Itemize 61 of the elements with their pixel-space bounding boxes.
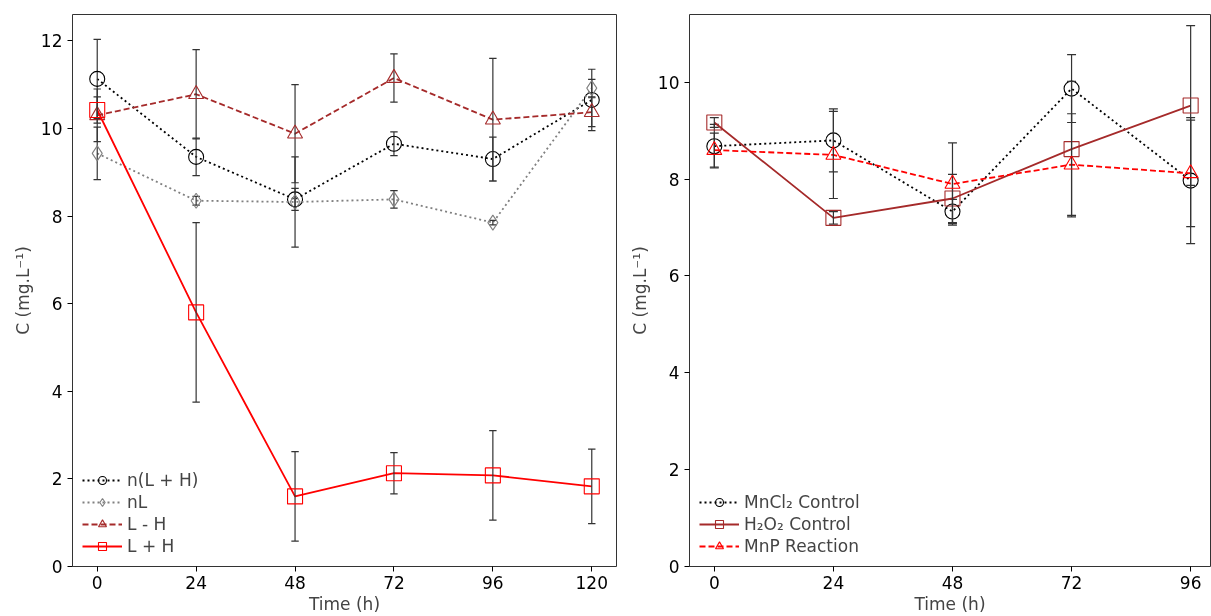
point (484, 151, 501, 168)
point (944, 190, 961, 207)
y-axis-title: C (mg.L⁻¹) (12, 246, 33, 335)
y-tick-label: 12 (40, 31, 63, 52)
point (1182, 172, 1199, 189)
y-tick-label: 2 (51, 469, 63, 490)
point (188, 148, 205, 165)
y-axis-title: C (mg.L⁻¹) (629, 246, 650, 335)
legend-label: H₂O₂ Control (744, 514, 851, 534)
point (287, 488, 304, 505)
point (583, 478, 600, 495)
point (484, 110, 501, 125)
x-axis-title: Time (h) (913, 593, 986, 614)
point (1182, 164, 1199, 179)
point (89, 106, 106, 121)
point (89, 101, 106, 119)
point (825, 132, 842, 149)
x-tick-label: 0 (91, 572, 103, 593)
x-tick-label: 96 (1179, 572, 1202, 593)
point (1182, 97, 1199, 114)
x-tick-label: 48 (284, 572, 306, 593)
point (385, 68, 402, 83)
point (385, 465, 402, 482)
x-tick-label: 120 (575, 572, 608, 593)
y-tick-label: 4 (51, 381, 63, 402)
legend-label: nL (127, 492, 148, 512)
point (91, 145, 103, 162)
legend-label: L - H (127, 514, 167, 534)
x-tick-label: 24 (185, 572, 207, 593)
x-tick-label: 72 (383, 572, 405, 593)
y-tick-label: 10 (657, 72, 680, 93)
y-tick-label: 6 (51, 294, 63, 315)
y-tick-label: 2 (668, 460, 680, 481)
x-tick-label: 0 (708, 572, 720, 593)
y-tick-label: 8 (51, 206, 63, 227)
y-tick-label: 0 (51, 557, 63, 577)
point (1063, 141, 1080, 158)
point (1063, 155, 1080, 170)
legend-label: L + H (127, 536, 175, 556)
legend-label: n(L + H) (127, 470, 199, 490)
y-tick-label: 6 (668, 266, 680, 287)
y-tick-label: 4 (668, 363, 680, 384)
point (1063, 80, 1080, 97)
x-tick-label: 48 (941, 572, 964, 593)
legend-label: MnCl₂ Control (744, 492, 860, 512)
x-axis-title: Time (h) (307, 593, 381, 614)
point (583, 91, 600, 108)
x-tick-label: 96 (482, 572, 504, 593)
legend-label: MnP Reaction (744, 536, 859, 556)
y-tick-label: 8 (668, 169, 680, 190)
x-tick-label: 72 (1060, 572, 1083, 593)
point (487, 214, 499, 231)
point (188, 304, 205, 321)
point (188, 85, 205, 100)
x-tick-label: 24 (822, 572, 845, 593)
y-tick-label: 10 (40, 118, 63, 139)
point (287, 124, 304, 139)
point (583, 102, 600, 118)
point (484, 467, 501, 484)
point (89, 70, 106, 87)
y-tick-label: 0 (668, 557, 680, 577)
